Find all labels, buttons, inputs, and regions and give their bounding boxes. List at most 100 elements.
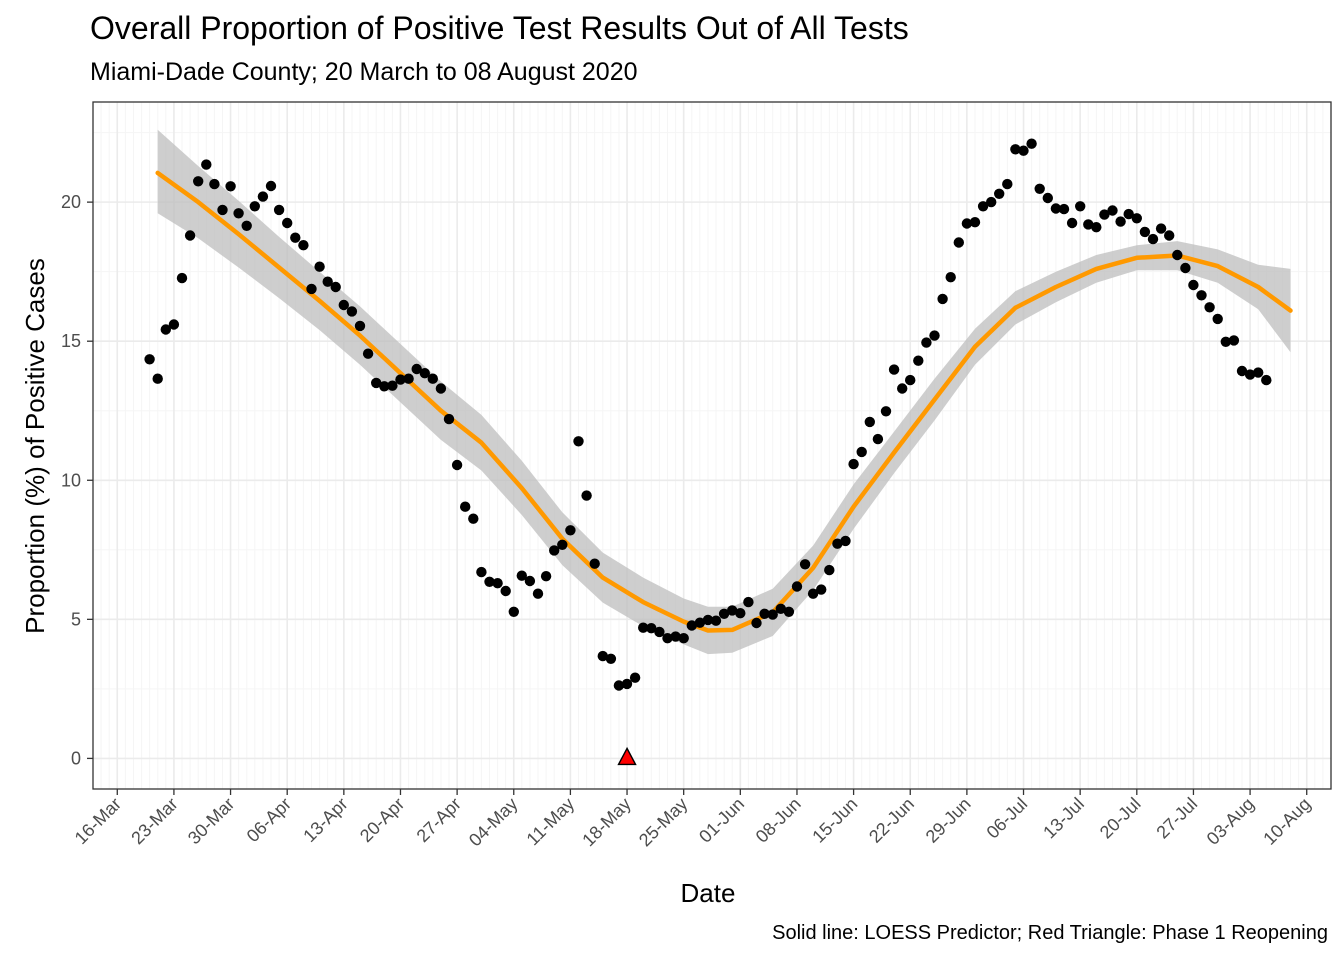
data-point (346, 306, 358, 317)
x-tick-label: 18-May (578, 794, 635, 851)
data-point (759, 608, 770, 619)
data-point (1155, 223, 1167, 234)
data-point (775, 603, 786, 614)
data-point (249, 201, 260, 212)
data-point (476, 566, 487, 578)
data-point (1188, 279, 1199, 291)
data-point (727, 605, 738, 616)
data-point (1042, 192, 1054, 204)
data-point (314, 261, 325, 272)
data-point (824, 564, 835, 576)
data-point (1244, 369, 1256, 380)
data-point (1058, 203, 1070, 215)
data-point (589, 558, 600, 569)
data-point (451, 459, 463, 471)
data-point (549, 545, 560, 556)
data-point (168, 319, 180, 330)
data-point (1139, 226, 1151, 238)
data-point (880, 406, 892, 417)
data-point (1107, 205, 1118, 216)
data-point (816, 584, 827, 595)
data-point (160, 324, 171, 335)
data-point (516, 570, 527, 581)
data-point (872, 433, 884, 445)
y-axis-title: Proportion (%) of Positive Cases (20, 258, 50, 634)
data-point (322, 276, 333, 287)
data-point (832, 538, 843, 549)
data-point (371, 377, 382, 389)
data-point (1172, 249, 1183, 261)
loess-line-layer (155, 170, 1293, 633)
data-point (1147, 233, 1159, 245)
data-point (532, 588, 544, 599)
data-point (799, 559, 811, 570)
x-tick-label: 08-Jun (752, 794, 805, 847)
chart-caption: Solid line: LOESS Predictor; Red Triangl… (772, 922, 1328, 944)
data-point (443, 413, 455, 425)
data-point (807, 588, 819, 599)
data-point (460, 501, 471, 512)
x-tick-label: 03-Aug (1203, 794, 1258, 849)
data-point (1075, 201, 1086, 212)
data-point (638, 622, 649, 633)
x-tick-label: 25-May (635, 794, 692, 851)
data-point (508, 606, 519, 617)
data-point (1236, 365, 1248, 377)
data-point (1010, 144, 1021, 155)
data-point (969, 217, 981, 228)
data-point (1026, 138, 1037, 149)
data-point (986, 196, 997, 208)
data-point (330, 281, 341, 293)
x-tick-label: 27-Jul (1152, 794, 1201, 843)
data-point (735, 608, 746, 619)
x-tick-label: 27-Apr (413, 794, 465, 846)
x-tick-label: 13-Apr (299, 794, 351, 846)
data-point (662, 633, 673, 644)
data-point (403, 373, 414, 384)
data-point (419, 368, 430, 379)
data-point (1099, 209, 1110, 220)
x-tick-label: 06-Apr (243, 794, 295, 846)
points-layer (144, 138, 1272, 691)
y-tick-label: 5 (71, 609, 81, 629)
data-point (176, 272, 188, 284)
data-point (840, 535, 851, 547)
data-point (905, 374, 916, 386)
data-point (306, 283, 317, 295)
chart-title: Overall Proportion of Positive Test Resu… (90, 10, 909, 46)
data-point (144, 354, 155, 365)
data-point (492, 578, 503, 589)
data-point (201, 159, 212, 170)
data-point (257, 191, 269, 202)
data-point (913, 355, 924, 366)
y-tick-label: 0 (71, 748, 81, 768)
x-tick-label: 30-Mar (184, 794, 238, 848)
data-point (1261, 374, 1272, 386)
data-point (290, 232, 301, 243)
data-point (921, 337, 932, 348)
data-point (718, 608, 730, 619)
data-point (209, 178, 220, 190)
data-point (937, 293, 948, 305)
data-point (1083, 219, 1094, 230)
x-tick-label: 15-Jun (808, 794, 861, 847)
data-point (702, 614, 714, 626)
data-point (233, 208, 244, 219)
data-point (557, 539, 568, 550)
data-point (500, 585, 511, 597)
data-point (646, 623, 657, 634)
data-point (395, 374, 406, 385)
data-point (435, 383, 447, 394)
y-tick-label: 20 (61, 192, 81, 212)
x-tick-label: 04-May (465, 794, 522, 851)
data-point (387, 380, 398, 391)
x-tick-label: 16-Mar (71, 794, 125, 848)
data-point (354, 320, 366, 332)
data-point (273, 204, 285, 216)
data-point (621, 678, 633, 690)
data-point (743, 596, 754, 608)
data-point (953, 237, 964, 248)
data-point (897, 383, 908, 394)
data-point (961, 218, 973, 229)
